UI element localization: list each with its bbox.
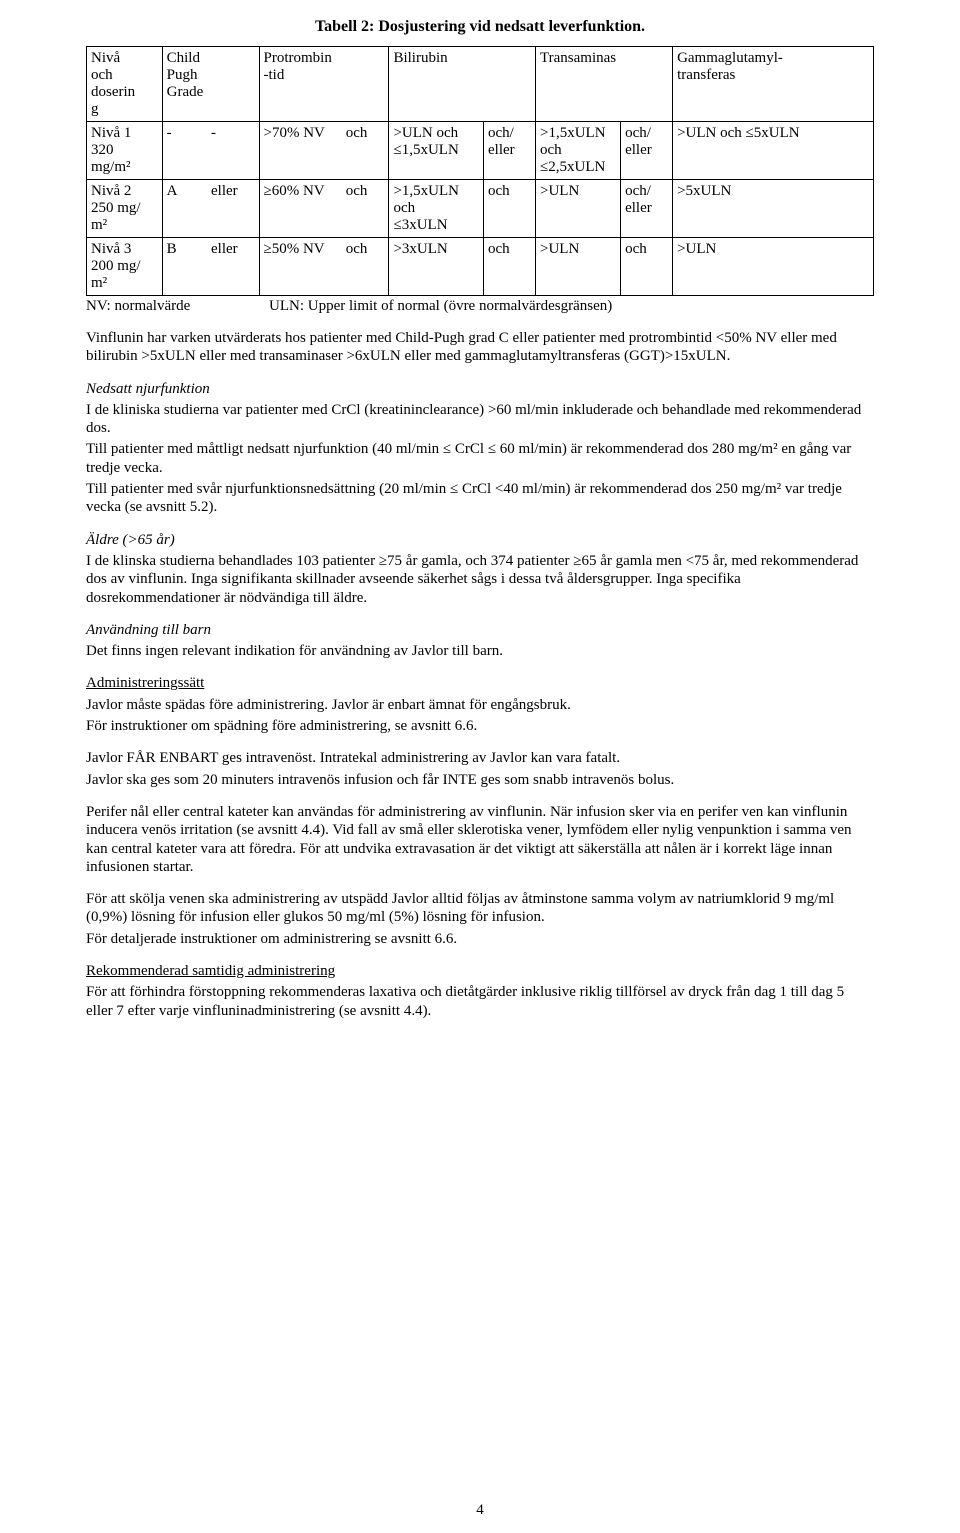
cell-pt-b: och xyxy=(342,180,389,238)
paragraph-concomitant: För att förhindra förstoppning rekommend… xyxy=(86,983,874,1020)
cell-cpg-b: - xyxy=(207,122,259,180)
cell-cpg-b: eller xyxy=(207,180,259,238)
cell-pt-a: ≥60% NV xyxy=(259,180,342,238)
paragraph-flush-2: För detaljerade instruktioner om adminis… xyxy=(86,930,874,948)
cell-bili-or: och xyxy=(484,180,536,238)
cell-trans-or: och/ eller xyxy=(621,122,673,180)
cell-ggt: >5xULN xyxy=(673,180,874,238)
document-page: Tabell 2: Dosjustering vid nedsatt lever… xyxy=(0,0,960,1533)
th-ggt: Gammaglutamyl- transferas xyxy=(673,47,874,122)
cell-cpg-a: B xyxy=(162,238,207,296)
paragraph-renal-1: I de kliniska studierna var patienter me… xyxy=(86,401,874,438)
cell-cpg-a: A xyxy=(162,180,207,238)
cell-bili: >1,5xULN och ≤3xULN xyxy=(389,180,484,238)
dose-table: Nivå och doserin g Child Pugh Grade Prot… xyxy=(86,46,874,296)
paragraph-elderly: I de klinska studierna behandlades 103 p… xyxy=(86,552,874,607)
heading-elderly: Äldre (>65 år) xyxy=(86,531,874,549)
cell-trans: >ULN xyxy=(536,238,621,296)
th-bili: Bilirubin xyxy=(389,47,536,122)
cell-dose: Nivå 3 200 mg/ m² xyxy=(87,238,163,296)
th-pt: Protrombin -tid xyxy=(259,47,389,122)
heading-renal: Nedsatt njurfunktion xyxy=(86,380,874,398)
th-cpg: Child Pugh Grade xyxy=(162,47,259,122)
cell-dose: Nivå 1 320 mg/m² xyxy=(87,122,163,180)
heading-concomitant: Rekommenderad samtidig administrering xyxy=(86,962,874,980)
cell-pt-b: och xyxy=(342,122,389,180)
table-header-row: Nivå och doserin g Child Pugh Grade Prot… xyxy=(87,47,874,122)
cell-ggt: >ULN xyxy=(673,238,874,296)
table-row: Nivå 1 320 mg/m² - - >70% NV och >ULN oc… xyxy=(87,122,874,180)
th-trans: Transaminas xyxy=(536,47,673,122)
paragraph-renal-2: Till patienter med måttligt nedsatt njur… xyxy=(86,440,874,477)
cell-bili: >3xULN xyxy=(389,238,484,296)
paragraph-peripheral: Perifer nål eller central kateter kan an… xyxy=(86,803,874,876)
page-number: 4 xyxy=(0,1502,960,1519)
paragraph-flush-1: För att skölja venen ska administrering … xyxy=(86,890,874,927)
table-title: Tabell 2: Dosjustering vid nedsatt lever… xyxy=(86,18,874,36)
paragraph-vinflunin: Vinflunin har varken utvärderats hos pat… xyxy=(86,329,874,366)
cell-cpg-a: - xyxy=(162,122,207,180)
cell-trans: >ULN xyxy=(536,180,621,238)
cell-pt-a: >70% NV xyxy=(259,122,342,180)
cell-trans-or: och xyxy=(621,238,673,296)
table-footnote: NV: normalvärde ULN: Upper limit of norm… xyxy=(86,298,874,315)
paragraph-admin-2: För instruktioner om spädning före admin… xyxy=(86,717,874,735)
cell-bili-or: och/ eller xyxy=(484,122,536,180)
cell-bili: >ULN och ≤1,5xULN xyxy=(389,122,484,180)
paragraph-children: Det finns ingen relevant indikation för … xyxy=(86,642,874,660)
paragraph-iv-1: Javlor FÅR ENBART ges intravenöst. Intra… xyxy=(86,749,874,767)
cell-dose: Nivå 2 250 mg/ m² xyxy=(87,180,163,238)
heading-admin: Administreringssätt xyxy=(86,674,874,692)
cell-cpg-b: eller xyxy=(207,238,259,296)
table-row: Nivå 3 200 mg/ m² B eller ≥50% NV och >3… xyxy=(87,238,874,296)
paragraph-renal-3: Till patienter med svår njurfunktionsned… xyxy=(86,480,874,517)
th-dose: Nivå och doserin g xyxy=(87,47,163,122)
paragraph-admin-1: Javlor måste spädas före administrering.… xyxy=(86,696,874,714)
cell-trans: >1,5xULN och ≤2,5xULN xyxy=(536,122,621,180)
cell-trans-or: och/ eller xyxy=(621,180,673,238)
heading-children: Användning till barn xyxy=(86,621,874,639)
paragraph-iv-2: Javlor ska ges som 20 minuters intravenö… xyxy=(86,771,874,789)
cell-pt-b: och xyxy=(342,238,389,296)
cell-bili-or: och xyxy=(484,238,536,296)
table-row: Nivå 2 250 mg/ m² A eller ≥60% NV och >1… xyxy=(87,180,874,238)
cell-pt-a: ≥50% NV xyxy=(259,238,342,296)
cell-ggt: >ULN och ≤5xULN xyxy=(673,122,874,180)
